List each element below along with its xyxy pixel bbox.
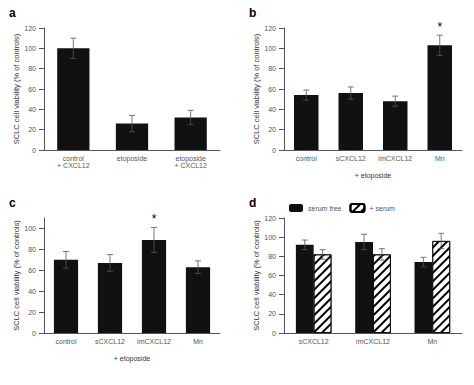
svg-text:40: 40 <box>28 106 36 113</box>
svg-text:+ CXCL12: + CXCL12 <box>57 162 90 169</box>
svg-text:40: 40 <box>268 106 276 113</box>
svg-text:sCXCL12: sCXCL12 <box>95 338 125 345</box>
svg-text:a: a <box>9 6 16 20</box>
svg-text:120: 120 <box>264 25 276 32</box>
svg-text:Mn: Mn <box>193 338 203 345</box>
svg-text:60: 60 <box>268 86 276 93</box>
svg-text:20: 20 <box>28 309 36 316</box>
svg-text:etoposide: etoposide <box>175 155 206 162</box>
svg-text:80: 80 <box>28 65 36 72</box>
svg-text:imCXCL12: imCXCL12 <box>356 338 390 345</box>
svg-text:60: 60 <box>268 272 276 279</box>
svg-text:100: 100 <box>24 225 36 232</box>
svg-text:*: * <box>437 20 442 34</box>
svg-text:120: 120 <box>264 215 276 222</box>
svg-text:80: 80 <box>268 253 276 260</box>
svg-text:20: 20 <box>28 126 36 133</box>
svg-text:0: 0 <box>32 330 36 337</box>
svg-text:+ CXCL12: + CXCL12 <box>174 162 207 169</box>
svg-text:20: 20 <box>268 310 276 317</box>
svg-text:100: 100 <box>264 45 276 52</box>
svg-text:100: 100 <box>24 45 36 52</box>
svg-text:+ etoposide: + etoposide <box>355 172 391 180</box>
svg-text:etoposide: etoposide <box>117 155 147 163</box>
svg-text:c: c <box>9 196 16 210</box>
svg-text:imCXCL12: imCXCL12 <box>137 338 171 345</box>
svg-text:120: 120 <box>24 25 36 32</box>
svg-text:d: d <box>249 196 256 210</box>
svg-text:SCLC cell viability (% of cont: SCLC cell viability (% of controls) <box>12 220 21 331</box>
svg-text:0: 0 <box>32 147 36 154</box>
svg-text:60: 60 <box>28 86 36 93</box>
svg-text:serum free: serum free <box>308 205 342 212</box>
svg-text:*: * <box>152 212 157 226</box>
svg-text:SCLC cell viability (% of cont: SCLC cell viability (% of controls) <box>12 33 21 144</box>
svg-text:Mn: Mn <box>427 338 437 345</box>
svg-text:imCXCL12: imCXCL12 <box>378 155 412 162</box>
svg-text:sCXCL12: sCXCL12 <box>336 155 366 162</box>
svg-text:+ serum: + serum <box>369 205 395 212</box>
svg-text:100: 100 <box>264 234 276 241</box>
svg-text:40: 40 <box>268 291 276 298</box>
svg-text:80: 80 <box>268 65 276 72</box>
svg-text:control: control <box>55 338 76 345</box>
svg-text:80: 80 <box>28 246 36 253</box>
svg-text:sCXCL12: sCXCL12 <box>299 338 329 345</box>
svg-text:b: b <box>249 6 256 20</box>
svg-text:control: control <box>296 155 317 162</box>
svg-text:60: 60 <box>28 267 36 274</box>
svg-text:+ etoposide: + etoposide <box>114 355 150 363</box>
svg-text:40: 40 <box>28 288 36 295</box>
svg-text:control: control <box>63 155 84 162</box>
svg-text:SCLC cell viability (% of cont: SCLC cell viability (% of controls) <box>252 33 261 144</box>
svg-text:0: 0 <box>272 147 276 154</box>
svg-text:20: 20 <box>268 126 276 133</box>
svg-text:Mn: Mn <box>435 155 445 162</box>
svg-text:SCLC cell viability (% of cont: SCLC cell viability (% of controls) <box>252 220 261 331</box>
svg-text:0: 0 <box>272 330 276 337</box>
